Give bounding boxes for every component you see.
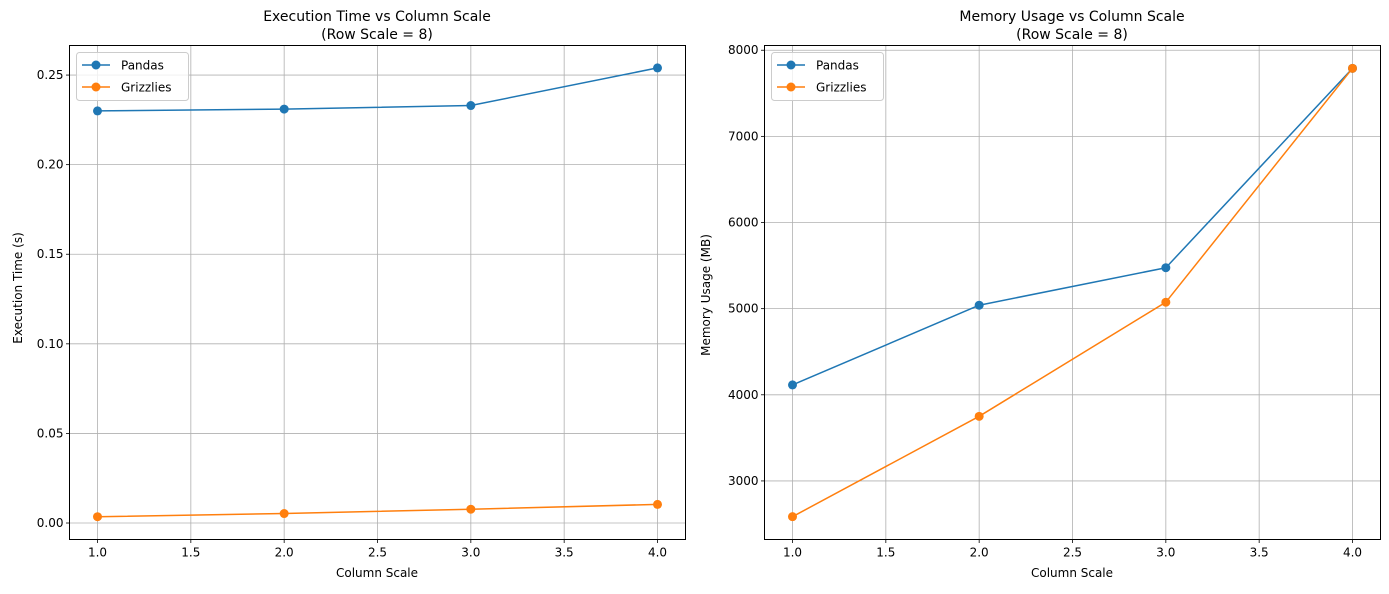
y-tick-label: 0.15 bbox=[37, 247, 64, 261]
data-point-grizzlies bbox=[1348, 63, 1357, 73]
legend-marker-pandas bbox=[786, 60, 796, 70]
memory-usage-chart: Memory Usage vs Column Scale (Row Scale … bbox=[699, 9, 1381, 580]
legend-marker-grizzlies bbox=[786, 82, 796, 92]
x-tick-label: 1.5 bbox=[876, 546, 895, 560]
y-axis-label: Execution Time (s) bbox=[11, 232, 25, 344]
y-axis-label: Memory Usage (MB) bbox=[699, 234, 713, 356]
legend-label-pandas: Pandas bbox=[121, 59, 164, 73]
x-tick-label: 3.5 bbox=[1250, 546, 1269, 560]
data-point-pandas bbox=[974, 300, 984, 310]
data-point-grizzlies bbox=[1161, 297, 1171, 307]
data-point-pandas bbox=[1161, 263, 1171, 273]
x-tick-label: 4.0 bbox=[1343, 546, 1362, 560]
y-tick-label: 6000 bbox=[728, 216, 759, 230]
legend-label-pandas: Pandas bbox=[816, 59, 859, 73]
legend-label-grizzlies: Grizzlies bbox=[816, 81, 866, 95]
axis-ticks: 1.0 1.5 2.0 2.5 3.0 3.5 4.0 3000 4000 5000 6000 700… bbox=[728, 43, 1362, 559]
x-axis-label: Column Scale bbox=[1031, 566, 1113, 580]
y-tick-label: 0.20 bbox=[37, 158, 64, 172]
data-point-grizzlies bbox=[788, 512, 797, 522]
x-tick-label: 2.0 bbox=[275, 546, 294, 560]
grid-lines bbox=[69, 45, 686, 540]
chart-title: Execution Time vs Column Scale bbox=[263, 9, 491, 25]
series-line-grizzlies bbox=[792, 67, 1354, 518]
x-tick-label: 1.0 bbox=[88, 546, 107, 560]
y-tick-label: 3000 bbox=[728, 474, 759, 488]
data-point-pandas bbox=[279, 104, 289, 114]
x-tick-label: 3.5 bbox=[555, 546, 574, 560]
data-point-pandas bbox=[788, 380, 797, 390]
series-line-grizzlies bbox=[97, 503, 658, 518]
data-point-pandas bbox=[93, 106, 102, 116]
series-line-pandas bbox=[97, 67, 658, 112]
chart-subtitle: (Row Scale = 8) bbox=[1016, 27, 1128, 43]
x-tick-label: 1.5 bbox=[181, 546, 200, 560]
x-tick-label: 3.0 bbox=[461, 546, 480, 560]
y-tick-label: 0.10 bbox=[37, 337, 64, 351]
legend-label-grizzlies: Grizzlies bbox=[121, 81, 171, 95]
data-point-grizzlies bbox=[93, 512, 102, 522]
legend-marker-pandas bbox=[91, 60, 101, 70]
data-point-pandas bbox=[466, 101, 476, 111]
data-point-grizzlies bbox=[653, 499, 662, 509]
data-point-grizzlies bbox=[466, 504, 476, 514]
y-tick-label: 8000 bbox=[728, 43, 759, 57]
x-axis-label: Column Scale bbox=[336, 566, 418, 580]
y-tick-label: 4000 bbox=[728, 388, 759, 402]
x-tick-label: 4.0 bbox=[648, 546, 667, 560]
y-tick-label: 0.05 bbox=[37, 426, 64, 440]
series-lines bbox=[97, 67, 658, 518]
data-point-pandas bbox=[653, 63, 662, 73]
chart-subtitle: (Row Scale = 8) bbox=[321, 27, 433, 43]
x-tick-label: 2.0 bbox=[970, 546, 989, 560]
legend: Pandas Grizzlies bbox=[771, 52, 884, 101]
data-point-grizzlies bbox=[974, 411, 984, 421]
series-lines bbox=[792, 67, 1354, 518]
chart-title: Memory Usage vs Column Scale bbox=[959, 9, 1184, 25]
legend-marker-grizzlies bbox=[91, 82, 101, 92]
x-tick-label: 2.5 bbox=[1063, 546, 1082, 560]
series-points bbox=[93, 63, 662, 522]
series-line-pandas bbox=[792, 67, 1354, 386]
legend: Pandas Grizzlies bbox=[76, 52, 189, 101]
x-tick-label: 1.0 bbox=[783, 546, 802, 560]
x-tick-label: 2.5 bbox=[368, 546, 387, 560]
grid-lines bbox=[764, 45, 1381, 540]
execution-time-chart: Execution Time vs Column Scale (Row Scal… bbox=[11, 9, 686, 580]
data-point-grizzlies bbox=[279, 509, 289, 519]
axis-ticks: 1.0 1.5 2.0 2.5 3.0 3.5 4.0 0.00 0.05 0.10 0.15 0.2… bbox=[37, 68, 667, 559]
y-tick-label: 5000 bbox=[728, 302, 759, 316]
y-tick-label: 0.25 bbox=[37, 68, 64, 82]
y-tick-label: 7000 bbox=[728, 129, 759, 143]
series-points bbox=[788, 63, 1357, 522]
y-tick-label: 0.00 bbox=[37, 516, 64, 530]
x-tick-label: 3.0 bbox=[1156, 546, 1175, 560]
